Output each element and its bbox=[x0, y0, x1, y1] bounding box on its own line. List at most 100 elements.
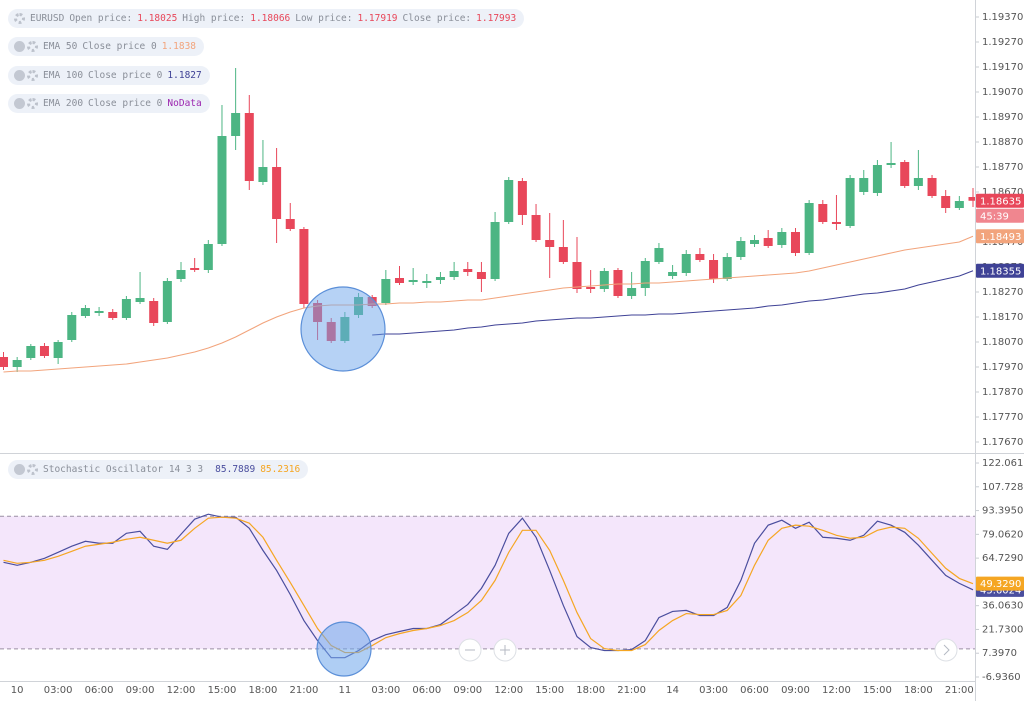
last-price-tag-bg bbox=[976, 193, 1024, 208]
legend-value: 85.2316 bbox=[260, 464, 301, 475]
remove-icon[interactable] bbox=[14, 464, 25, 475]
countdown-tag-bg bbox=[976, 208, 1024, 223]
candle-body bbox=[94, 311, 104, 313]
y-tick-label: 21.7300 bbox=[982, 624, 1023, 635]
legend-name: EMA 100 bbox=[43, 70, 84, 81]
legend-value: NoData bbox=[167, 98, 202, 109]
x-tick-label: 21:00 bbox=[945, 685, 974, 696]
x-tick-label: 03:00 bbox=[699, 685, 728, 696]
legend-source: Close price 0 bbox=[88, 98, 163, 109]
y-tick-label: 122.0610 bbox=[982, 458, 1024, 469]
candle-body bbox=[736, 241, 746, 257]
candle-body bbox=[394, 278, 404, 283]
candle-body bbox=[517, 181, 527, 215]
series-last-tag: 49.3290 bbox=[980, 579, 1021, 590]
legend-value: 85.7889 bbox=[215, 464, 256, 475]
x-tick-label: 18:00 bbox=[904, 685, 933, 696]
remove-icon[interactable] bbox=[14, 98, 25, 109]
y-tick-label: 1.18870 bbox=[982, 137, 1023, 148]
series-last-tag-bg bbox=[976, 576, 1024, 591]
candle-body bbox=[531, 215, 541, 240]
ohlc-value: 1.17919 bbox=[357, 13, 398, 24]
x-tick-label: 09:00 bbox=[126, 685, 155, 696]
series-last-tag: 45.6024 bbox=[980, 585, 1021, 596]
x-tick-label: 12:00 bbox=[167, 685, 196, 696]
x-tick-label: 03:00 bbox=[371, 685, 400, 696]
candle-body bbox=[190, 268, 200, 270]
ema-legend: EMA 200 Close price 0 NoData bbox=[8, 94, 210, 113]
ohlc-value: 1.18066 bbox=[250, 13, 291, 24]
ohlc-legend: EURUSD Open price: 1.18025 High price: 1.1… bbox=[8, 9, 525, 28]
candle-body bbox=[108, 312, 118, 318]
candle-body bbox=[121, 299, 131, 318]
x-tick-label: 18:00 bbox=[249, 685, 278, 696]
candle-body bbox=[545, 240, 555, 247]
candle-body bbox=[640, 261, 650, 288]
settings-icon[interactable] bbox=[27, 464, 38, 475]
candle-body bbox=[422, 281, 432, 283]
candle-body bbox=[162, 281, 172, 322]
last-price-tag: 1.18635 bbox=[980, 196, 1021, 207]
candle-body bbox=[845, 178, 855, 226]
y-tick-label: 1.17870 bbox=[982, 387, 1023, 398]
y-tick-label: 1.19170 bbox=[982, 62, 1023, 73]
series-last-tag-bg bbox=[976, 263, 1024, 278]
ema-legend: EMA 100 Close price 0 1.1827 bbox=[8, 66, 210, 85]
candle-body bbox=[408, 280, 418, 282]
x-tick-label: 06:00 bbox=[740, 685, 769, 696]
legend-source: Close price 0 bbox=[82, 41, 157, 52]
candle-body bbox=[968, 197, 978, 201]
candle-body bbox=[258, 167, 268, 182]
candle-body bbox=[954, 201, 964, 208]
settings-icon[interactable] bbox=[27, 41, 38, 52]
remove-icon[interactable] bbox=[14, 70, 25, 81]
candle-body bbox=[476, 272, 486, 279]
candle-body bbox=[149, 301, 159, 323]
legend-name: EMA 200 bbox=[43, 98, 84, 109]
x-tick-label: 15:00 bbox=[863, 685, 892, 696]
candle-body bbox=[463, 269, 473, 272]
settings-icon[interactable] bbox=[27, 70, 38, 81]
y-tick-label: 107.7280 bbox=[982, 482, 1024, 493]
candle-body bbox=[217, 136, 227, 244]
candle-body bbox=[449, 271, 459, 277]
x-tick-label: 18:00 bbox=[576, 685, 605, 696]
y-tick-label: 1.18670 bbox=[982, 187, 1023, 198]
legend-name: EMA 50 bbox=[43, 41, 78, 52]
y-tick-label: 1.18170 bbox=[982, 312, 1023, 323]
candle-body bbox=[709, 260, 719, 279]
plot-layer: 1.19370 1.19270 1.19170 1.19070 1.18970 1.188… bbox=[0, 12, 1024, 696]
candle-body bbox=[777, 232, 787, 245]
y-tick-label: 1.19070 bbox=[982, 87, 1023, 98]
candle-body bbox=[272, 167, 282, 219]
x-tick-label: 12:00 bbox=[822, 685, 851, 696]
candle-body bbox=[804, 203, 814, 253]
candle-body bbox=[831, 222, 841, 224]
scroll-right-button[interactable] bbox=[934, 638, 958, 662]
y-tick-label: 1.18270 bbox=[982, 287, 1023, 298]
candle-body bbox=[244, 113, 254, 181]
settings-icon[interactable] bbox=[27, 98, 38, 109]
remove-icon[interactable] bbox=[14, 41, 25, 52]
candle-body bbox=[763, 238, 773, 246]
ohlc-label: Open price: bbox=[69, 13, 133, 24]
settings-icon[interactable] bbox=[14, 13, 25, 24]
series-last-tag-bg bbox=[976, 229, 1024, 244]
candle-body bbox=[750, 240, 760, 244]
candle-body bbox=[12, 360, 22, 367]
band-fill bbox=[0, 516, 975, 649]
y-tick-label: 64.7290 bbox=[982, 553, 1023, 564]
x-tick-label: 09:00 bbox=[781, 685, 810, 696]
candle-body bbox=[627, 288, 637, 296]
indicator-title: Stochastic Oscillator 14 3 3 bbox=[43, 464, 204, 475]
candle-body bbox=[26, 346, 36, 358]
y-tick-label: 1.18770 bbox=[982, 162, 1023, 173]
zoom-in-button[interactable] bbox=[493, 638, 517, 662]
candle-body bbox=[231, 113, 241, 136]
zoom-out-button[interactable] bbox=[458, 638, 482, 662]
series-line bbox=[3, 513, 974, 659]
symbol: EURUSD bbox=[30, 13, 65, 24]
candle-body bbox=[67, 315, 77, 340]
candle-body bbox=[900, 162, 910, 186]
